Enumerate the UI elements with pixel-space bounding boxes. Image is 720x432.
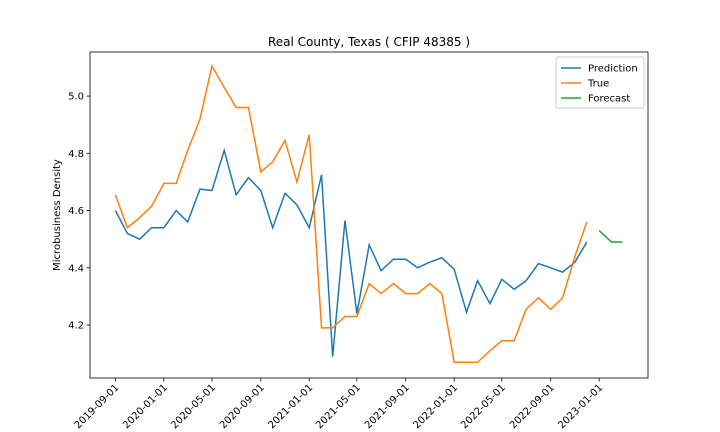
y-tick-label: 4.6 — [68, 206, 84, 217]
legend: Prediction True Forecast — [555, 56, 645, 109]
y-tick-label: 4.8 — [68, 149, 84, 160]
series-line — [598, 230, 623, 243]
legend-label: True — [587, 79, 609, 90]
legend-box — [555, 56, 645, 109]
y-tick-label: 4.4 — [68, 263, 84, 274]
y-axis-label: Microbusiness Density — [52, 159, 63, 271]
legend-label: Forecast — [588, 94, 630, 105]
chart-title: Real County, Texas ( CFIP 48385 ) — [268, 35, 470, 49]
y-tick-label: 4.2 — [68, 321, 84, 332]
series-line — [114, 147, 588, 357]
y-tick-label: 5.0 — [68, 92, 84, 103]
legend-label: Prediction — [588, 64, 638, 75]
plot-area — [89, 51, 649, 379]
series-line — [114, 63, 588, 364]
